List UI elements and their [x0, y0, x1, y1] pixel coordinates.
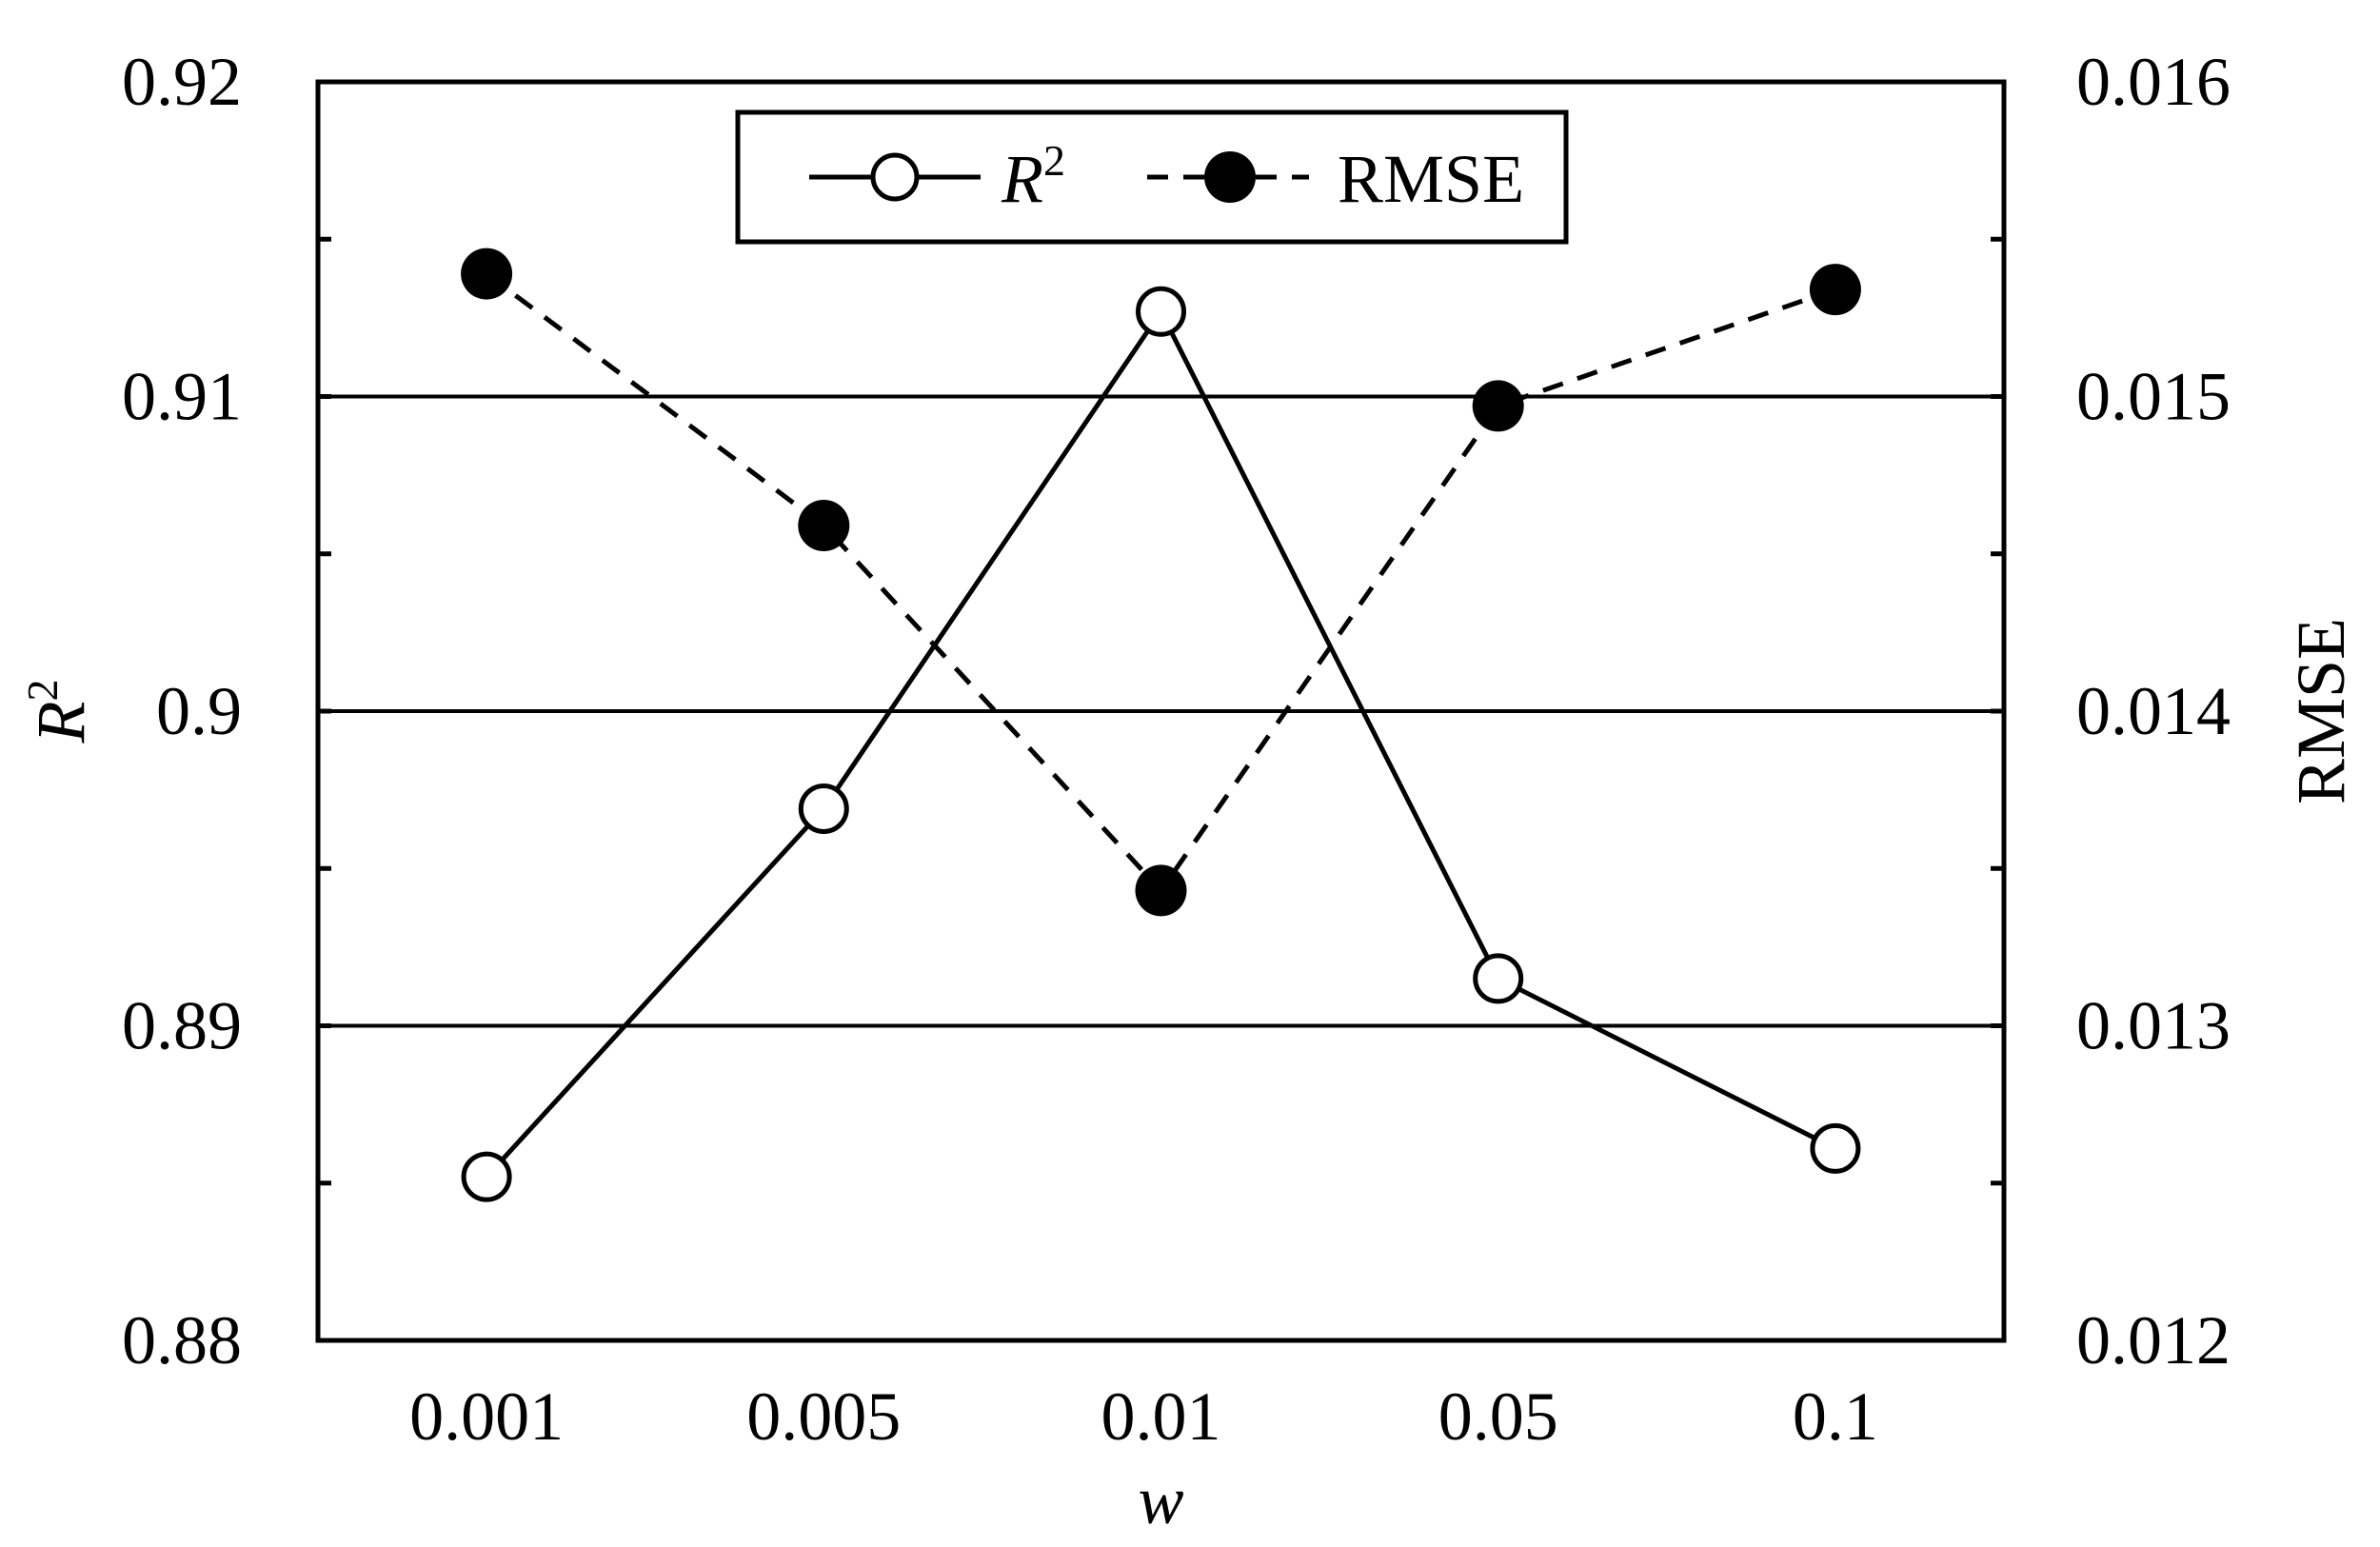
y-axis-right-title: RMSE	[2283, 618, 2359, 804]
y-left-tick-label: 0.88	[122, 1302, 242, 1378]
y-left-tick-label: 0.91	[122, 359, 242, 435]
legend-r2-label: R2	[1001, 136, 1065, 217]
legend-r2-label-sup: 2	[1043, 136, 1065, 185]
rmse-point	[1135, 864, 1187, 917]
y-axis-left-title-sup: 2	[18, 680, 67, 702]
y-right-tick-label: 0.014	[2076, 673, 2231, 749]
x-tick-label: 0.01	[1101, 1378, 1221, 1455]
gridlines	[318, 394, 2004, 1028]
r2-point	[1136, 286, 1186, 337]
series-rmse-line	[485, 271, 1836, 895]
rmse-point	[1472, 380, 1524, 432]
r2-point	[1810, 1122, 1861, 1174]
y-right-tick-label: 0.016	[2076, 44, 2231, 120]
series-layer	[461, 248, 1861, 1202]
x-tick-label: 0.001	[409, 1378, 564, 1455]
series-r2-line	[485, 307, 1837, 1179]
y-right-tick-label: 0.012	[2076, 1302, 2231, 1378]
r2-point	[1473, 953, 1524, 1004]
y-left-tick-label: 0.92	[122, 44, 242, 120]
y-right-tick-label: 0.015	[2076, 359, 2231, 435]
y-left-tick-label: 0.9	[156, 673, 242, 749]
x-tick-label: 0.005	[746, 1378, 901, 1455]
legend-r2-label-base: R	[1001, 141, 1043, 217]
x-tick-label: 0.05	[1438, 1378, 1558, 1455]
rmse-point	[798, 500, 850, 552]
y-axis-left-title-base: R	[23, 702, 99, 744]
plot-frame	[315, 79, 2007, 1343]
tick-labels: 0.880.890.90.910.920.0120.0130.0140.0150…	[122, 44, 2231, 1455]
rmse-point	[461, 248, 513, 300]
legend-rmse-label: RMSE	[1338, 141, 1524, 217]
x-tick-label: 0.1	[1793, 1378, 1878, 1455]
legend: R2 RMSE	[735, 109, 1569, 245]
legend-rmse-marker	[1204, 151, 1256, 203]
rmse-point	[1809, 264, 1861, 316]
r2-point	[461, 1151, 512, 1202]
y-right-tick-label: 0.013	[2076, 988, 2231, 1064]
y-left-tick-label: 0.89	[122, 988, 242, 1064]
legend-r2-marker	[870, 152, 920, 202]
x-axis-title: w	[1138, 1462, 1183, 1538]
r2-point	[798, 783, 849, 834]
y-axis-left-title: R2	[18, 680, 99, 744]
